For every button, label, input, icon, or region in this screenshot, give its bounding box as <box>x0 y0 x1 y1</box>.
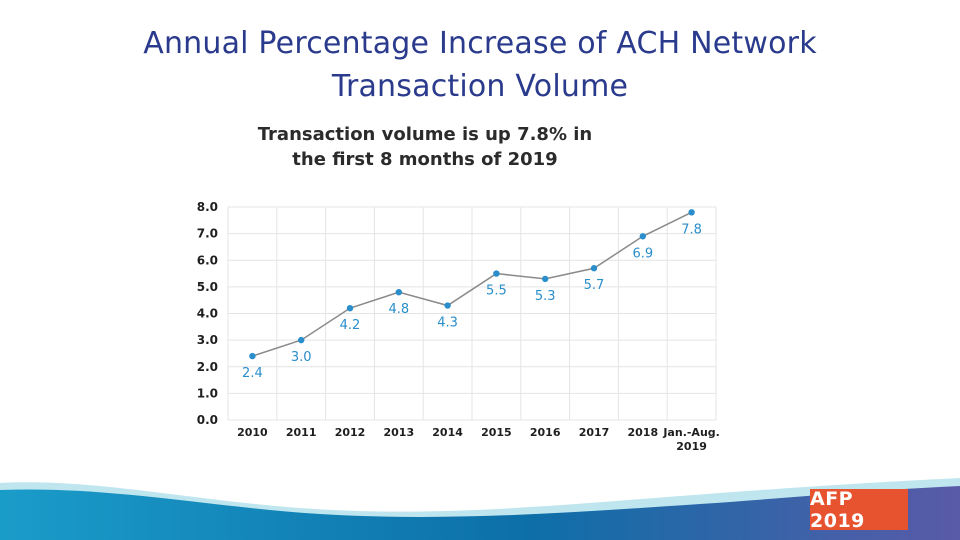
chart-headline-line-2: the first 8 months of 2019 <box>292 149 558 170</box>
data-point <box>346 304 354 312</box>
footer-wave-main <box>0 486 960 540</box>
data-label: 7.8 <box>681 222 702 237</box>
data-label: 5.3 <box>535 289 556 304</box>
data-point <box>493 270 500 277</box>
data-labels: 2.4 3.0 4.2 4.8 4.3 5.5 5.3 5.7 6.9 7.8 <box>242 222 702 381</box>
x-tick-label: 2019 <box>676 440 707 453</box>
series-line <box>252 211 692 357</box>
data-points <box>249 209 695 360</box>
slide-title: Annual Percentage Increase of ACH Networ… <box>0 22 960 108</box>
x-tick-label: 2013 <box>383 426 414 439</box>
y-tick-label: 2.0 <box>197 360 218 374</box>
x-tick-label: 2011 <box>286 426 317 439</box>
x-tick-label: 2012 <box>335 426 366 439</box>
slide-title-line-2: Transaction Volume <box>331 69 629 104</box>
data-label: 5.7 <box>584 278 605 293</box>
data-label: 3.0 <box>291 350 312 365</box>
data-label: 5.5 <box>486 284 507 299</box>
x-tick-label: 2016 <box>530 426 561 439</box>
chart-headline: Transaction volume is up 7.8% in the fir… <box>240 122 610 172</box>
slide-title-line-1: Annual Percentage Increase of ACH Networ… <box>143 26 817 61</box>
data-point <box>639 233 646 240</box>
x-tick-label: 2017 <box>579 426 610 439</box>
y-tick-label: 7.0 <box>197 227 218 241</box>
data-label: 6.9 <box>632 246 653 261</box>
data-point <box>444 302 451 309</box>
data-point <box>249 352 256 360</box>
data-point <box>590 265 598 272</box>
x-tick-label: 2018 <box>627 426 658 439</box>
y-tick-label: 0.0 <box>197 413 218 427</box>
x-tick-label: Jan.-Aug. <box>662 426 720 439</box>
x-tick-label: 2010 <box>237 426 268 439</box>
series-line-path <box>252 211 692 357</box>
data-point <box>688 209 695 216</box>
y-tick-label: 1.0 <box>197 386 218 400</box>
x-tick-label: 2014 <box>432 426 463 439</box>
afp-2019-logo: AFP 2019 <box>810 488 908 532</box>
data-point <box>298 336 305 344</box>
y-tick-label: 8.0 <box>197 200 218 214</box>
y-tick-label: 5.0 <box>197 280 218 294</box>
footer-wave <box>0 478 960 540</box>
data-label: 2.4 <box>242 366 263 381</box>
data-label: 4.2 <box>340 318 361 333</box>
y-tick-label: 3.0 <box>197 333 218 347</box>
y-tick-label: 4.0 <box>197 307 218 321</box>
data-label: 4.3 <box>437 316 458 331</box>
data-point <box>542 275 549 283</box>
y-tick-label: 6.0 <box>197 253 218 267</box>
chart-headline-line-1: Transaction volume is up 7.8% in <box>257 124 593 145</box>
x-tick-label: 2015 <box>481 426 512 439</box>
grid-lines <box>227 206 717 421</box>
axis-labels: 0.0 1.0 2.0 3.0 4.0 5.0 6.0 7.0 8.0 2010 2011 2012 2… <box>197 200 720 453</box>
data-label: 4.8 <box>388 302 409 317</box>
data-point <box>395 289 402 296</box>
